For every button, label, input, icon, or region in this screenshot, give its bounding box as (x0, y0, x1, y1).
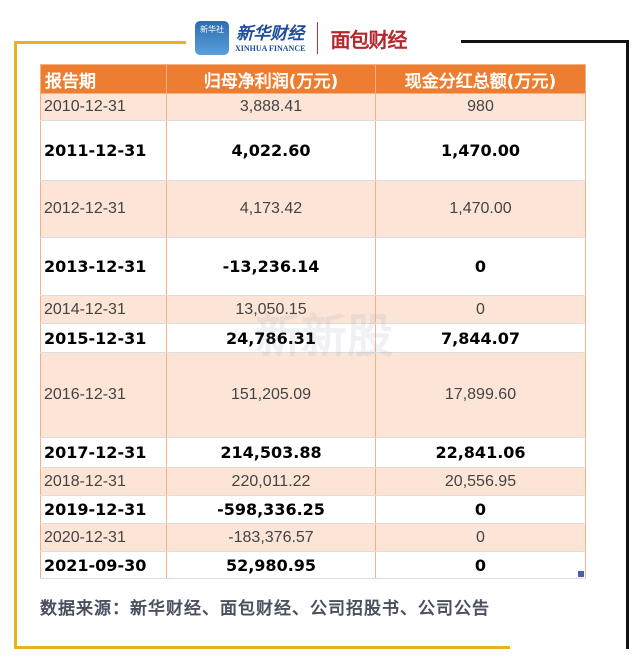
table-row: 2010-12-31 3,888.41 980 (40, 93, 586, 121)
xinhua-finance-logo: 新华财经 XINHUA FINANCE (235, 24, 305, 53)
table-row: 2013-12-31 -13,236.14 0 (40, 237, 586, 296)
cell-dividend: 1,470.00 (375, 180, 586, 238)
table-row: 2019-12-31 -598,336.25 0 (40, 495, 586, 524)
cell-dividend: 980 (375, 93, 586, 121)
cell-period: 2013-12-31 (40, 237, 167, 296)
cell-net-profit: 4,022.60 (166, 120, 376, 181)
logo-divider (317, 22, 319, 54)
cell-net-profit: 24,786.31 (166, 323, 376, 353)
table-header: 报告期 归母净利润(万元) 现金分红总额(万元) (40, 64, 586, 94)
cell-period: 2021-09-30 (40, 551, 167, 579)
cell-net-profit: 52,980.95 (166, 551, 376, 579)
table-row: 2018-12-31 220,011.22 20,556.95 (40, 467, 586, 496)
cell-period: 2017-12-31 (40, 437, 167, 468)
cell-period: 2020-12-31 (40, 523, 167, 552)
table-row: 2015-12-31 24,786.31 7,844.07 (40, 323, 586, 353)
cell-period: 2011-12-31 (40, 120, 167, 181)
cell-dividend: 0 (375, 495, 586, 524)
frame-border (14, 646, 510, 649)
table-row: 2017-12-31 214,503.88 22,841.06 (40, 437, 586, 468)
cell-net-profit: -13,236.14 (166, 237, 376, 296)
cell-net-profit: 220,011.22 (166, 467, 376, 496)
header-dividend: 现金分红总额(万元) (375, 64, 586, 94)
xinhua-finance-en: XINHUA FINANCE (235, 43, 306, 53)
cell-period: 2012-12-31 (40, 180, 167, 238)
frame-border (461, 40, 629, 43)
cell-net-profit: 214,503.88 (166, 437, 376, 468)
table-row: 2012-12-31 4,173.42 1,470.00 (40, 180, 586, 238)
table-row: 2011-12-31 4,022.60 1,470.00 (40, 120, 586, 181)
cell-net-profit: 3,888.41 (166, 93, 376, 121)
cell-dividend: 0 (375, 523, 586, 552)
table-row: 2014-12-31 13,050.15 0 (40, 295, 586, 324)
cell-net-profit: -598,336.25 (166, 495, 376, 524)
cell-dividend: 7,844.07 (375, 323, 586, 353)
cell-net-profit: -183,376.57 (166, 523, 376, 552)
cell-dividend: 0 (375, 551, 586, 579)
xinhua-logo-icon: 新华社 (195, 21, 229, 55)
header-period: 报告期 (40, 64, 167, 94)
frame-border (626, 40, 629, 649)
dividend-table: 报告期 归母净利润(万元) 现金分红总额(万元) 2010-12-31 3,888… (40, 64, 586, 579)
table-row: 2016-12-31 151,205.09 17,899.60 (40, 352, 586, 438)
cell-net-profit: 4,173.42 (166, 180, 376, 238)
table-row: 2020-12-31 -183,376.57 0 (40, 523, 586, 552)
logo-bar: 新华社 新华财经 XINHUA FINANCE 面包财经 (195, 18, 407, 58)
cell-net-profit: 151,205.09 (166, 352, 376, 438)
cell-net-profit: 13,050.15 (166, 295, 376, 324)
resize-handle-icon (578, 571, 584, 577)
source-note: 数据来源：新华财经、面包财经、公司招股书、公司公告 (40, 599, 490, 619)
cell-period: 2018-12-31 (40, 467, 167, 496)
table-row: 2021-09-30 52,980.95 0 (40, 551, 586, 579)
cell-dividend: 0 (375, 237, 586, 296)
cell-period: 2014-12-31 (40, 295, 167, 324)
cell-period: 2010-12-31 (40, 93, 167, 121)
cell-period: 2019-12-31 (40, 495, 167, 524)
frame-border (14, 41, 186, 44)
cell-period: 2016-12-31 (40, 352, 167, 438)
cell-dividend: 20,556.95 (375, 467, 586, 496)
cell-dividend: 22,841.06 (375, 437, 586, 468)
cell-dividend: 1,470.00 (375, 120, 586, 181)
frame-border (14, 41, 17, 649)
cell-dividend: 17,899.60 (375, 352, 586, 438)
cell-dividend: 0 (375, 295, 586, 324)
mianbao-logo: 面包财经 (330, 27, 407, 52)
header-net-profit: 归母净利润(万元) (166, 64, 376, 94)
xinhua-finance-cn: 新华财经 (236, 23, 305, 44)
cell-period: 2015-12-31 (40, 323, 167, 353)
